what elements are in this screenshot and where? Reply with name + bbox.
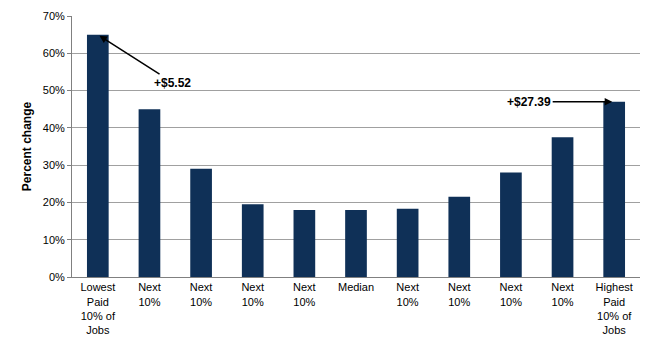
svg-text:Next10%: Next10% xyxy=(448,281,471,307)
svg-text:HighestPaid10% ofJobs: HighestPaid10% ofJobs xyxy=(596,281,633,336)
svg-text:40%: 40% xyxy=(43,122,65,134)
svg-text:Median: Median xyxy=(338,281,374,293)
svg-text:Next10%: Next10% xyxy=(241,281,264,307)
svg-text:50%: 50% xyxy=(43,84,65,96)
svg-text:20%: 20% xyxy=(43,196,65,208)
svg-text:Next10%: Next10% xyxy=(293,281,316,307)
svg-text:10%: 10% xyxy=(43,234,65,246)
svg-text:Next10%: Next10% xyxy=(190,281,213,307)
svg-text:LowestPaid10% ofJobs: LowestPaid10% ofJobs xyxy=(80,281,115,336)
svg-text:30%: 30% xyxy=(43,159,65,171)
svg-text:0%: 0% xyxy=(49,271,65,283)
svg-text:Next10%: Next10% xyxy=(500,281,523,307)
svg-text:Percent change: Percent change xyxy=(20,101,34,191)
svg-text:Next10%: Next10% xyxy=(551,281,574,307)
svg-text:+$5.52: +$5.52 xyxy=(154,76,191,90)
svg-text:Next10%: Next10% xyxy=(396,281,419,307)
svg-text:Next10%: Next10% xyxy=(138,281,161,307)
svg-text:60%: 60% xyxy=(43,47,65,59)
svg-text:70%: 70% xyxy=(43,10,65,22)
svg-text:+$27.39: +$27.39 xyxy=(507,95,551,109)
